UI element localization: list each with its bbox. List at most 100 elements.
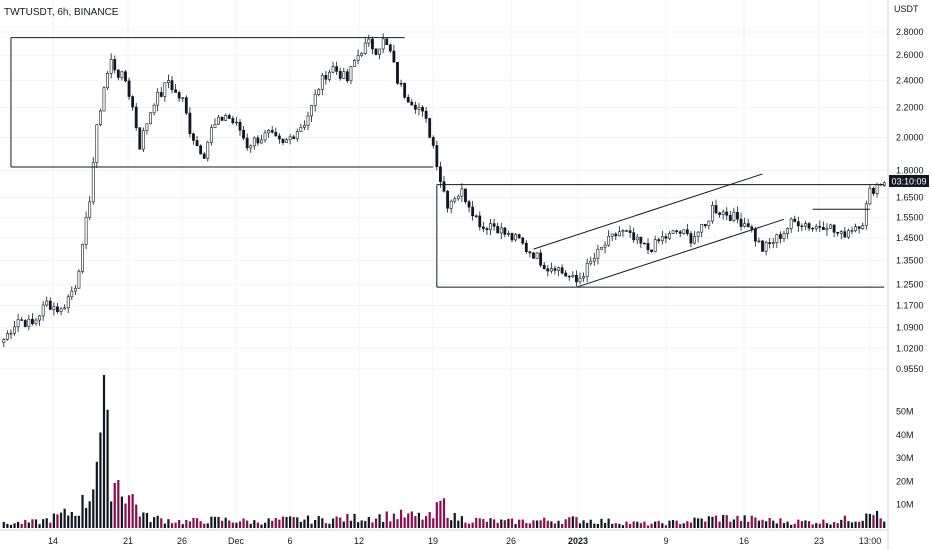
candle-body	[421, 106, 424, 112]
candle-body	[592, 257, 596, 262]
candle-body	[256, 137, 260, 144]
volume-bar	[460, 516, 464, 528]
candle-body	[750, 226, 754, 230]
volume-bar	[20, 523, 23, 528]
candle-body	[449, 200, 453, 209]
candle-body	[77, 271, 81, 289]
chart-title: TWTUSDT, 6h, BINANCE	[4, 7, 119, 18]
candle-body	[374, 48, 378, 55]
volume-bar	[24, 519, 27, 528]
candle-body	[138, 127, 142, 150]
volume-bar	[335, 516, 338, 528]
candle-body	[553, 268, 557, 271]
volume-bar	[63, 508, 66, 528]
volume-bar	[850, 522, 854, 528]
candle-body	[643, 242, 646, 245]
candle-body	[27, 318, 31, 327]
candle-body	[353, 60, 356, 67]
candle-body	[510, 233, 514, 241]
volume-bar	[432, 518, 435, 528]
volume-bar	[589, 519, 592, 528]
volume-bar	[364, 521, 367, 528]
candle-body	[664, 236, 668, 239]
volume-bar	[328, 523, 331, 528]
candle-body	[481, 226, 485, 229]
candle-body	[424, 110, 428, 119]
candle-body	[446, 190, 449, 209]
volume-bar	[228, 520, 231, 528]
price-tick-label: 1.4500	[896, 233, 924, 243]
candle-body	[668, 232, 671, 239]
candle-body	[542, 264, 546, 270]
candle-body	[653, 239, 657, 252]
volume-bar	[840, 519, 843, 528]
candle-body	[818, 226, 822, 228]
volume-bar	[815, 523, 818, 528]
candle-body	[782, 233, 786, 239]
candle-body	[45, 300, 49, 306]
candle-body	[786, 228, 789, 234]
drawn-trend-line[interactable]	[533, 173, 763, 250]
volume-bar	[525, 523, 528, 528]
candle-body	[725, 211, 729, 216]
candle-body	[20, 319, 24, 321]
candle-body	[821, 227, 825, 230]
candle-body	[342, 71, 346, 79]
candle-body	[435, 145, 439, 168]
volume-bar	[435, 502, 438, 528]
volume-bar	[757, 520, 761, 528]
candle-body	[850, 230, 854, 232]
price-tick-label: 1.5500	[896, 212, 924, 222]
candle-body	[317, 89, 321, 95]
candle-body	[320, 75, 324, 90]
volume-bar	[775, 523, 778, 528]
volume-bar	[389, 521, 392, 528]
price-tick-label: 1.0200	[896, 343, 924, 353]
time-axis: 14 21 26 Dec 6 12 19 26 2023 9 16 23 13:00	[48, 536, 881, 546]
candle-body	[73, 287, 77, 292]
volume-bar	[500, 519, 503, 528]
time-tick-label: 16	[739, 536, 749, 546]
candle-body	[596, 248, 600, 259]
volume-bar	[750, 515, 753, 528]
volume-bar	[296, 517, 299, 528]
volume-bar	[800, 521, 804, 528]
candle-body	[564, 272, 568, 277]
candle-body	[603, 244, 607, 248]
candle-body	[206, 142, 210, 159]
volume-bar	[70, 511, 73, 528]
candle-body	[836, 231, 840, 234]
drawn-trend-line[interactable]	[576, 218, 785, 288]
time-tick-label: 12	[354, 536, 364, 546]
candle-body	[313, 94, 317, 106]
candle-body	[707, 220, 711, 227]
volume-bar	[553, 523, 557, 528]
volume-bar	[203, 523, 206, 528]
candle-body	[209, 127, 213, 143]
volume-bar	[92, 489, 95, 528]
volume-bar	[636, 521, 639, 528]
volume-bar	[392, 513, 396, 528]
volume-bar	[160, 518, 163, 528]
volume-bar	[521, 519, 524, 528]
volume-bar	[246, 520, 249, 528]
candle-body	[106, 72, 109, 89]
volume-bar	[550, 521, 553, 528]
candle-body	[779, 234, 782, 239]
price-tick-label: 2.6000	[896, 50, 924, 60]
last-price-badge: 03:10:09	[889, 175, 929, 187]
volume-bar	[586, 522, 589, 528]
currency-label: USDT	[894, 4, 919, 14]
volume-bar	[403, 517, 406, 528]
candle-body	[120, 71, 124, 78]
volume-bar	[464, 522, 467, 528]
candle-body	[63, 307, 67, 310]
volume-bar	[16, 521, 20, 528]
volume-bar	[442, 498, 446, 528]
volume-bar	[349, 520, 353, 528]
candle-body	[632, 232, 636, 241]
candle-body	[23, 320, 27, 327]
candle-body	[299, 127, 303, 132]
volume-bar	[725, 515, 728, 528]
